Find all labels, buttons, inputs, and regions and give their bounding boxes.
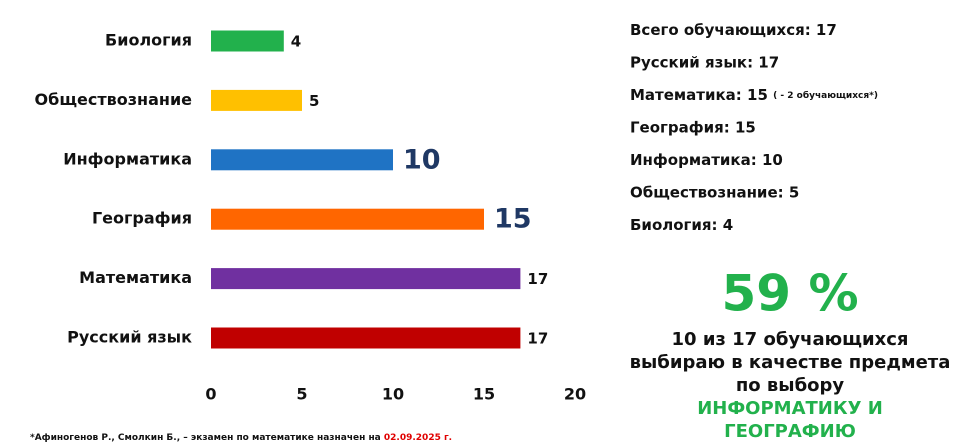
x-tick-label: 10 (382, 385, 404, 404)
conclusion-line: выбираю в качестве предмета (630, 352, 951, 373)
summary-text: Русский язык: 17 (630, 53, 779, 71)
summary-line: География: 15 (630, 118, 756, 136)
summary-text: Математика: 15 (630, 86, 768, 104)
category-label: География (92, 209, 192, 228)
category-label: Биология (105, 31, 192, 50)
bar (211, 208, 484, 230)
conclusion-line: 10 из 17 обучающихся (672, 329, 909, 350)
conclusion-line: по выбору (736, 375, 845, 396)
summary-text: Всего обучающихся: 17 (630, 21, 837, 39)
category-label: Математика (79, 268, 192, 287)
footnote-date: 02.09.2025 г. (384, 433, 452, 443)
bar (211, 268, 521, 290)
value-label: 17 (527, 330, 548, 348)
x-tick-label: 15 (473, 385, 495, 404)
value-label: 17 (527, 270, 548, 288)
summary-text: Информатика: 10 (630, 151, 783, 169)
value-label: 4 (291, 33, 301, 51)
category-label: Информатика (63, 149, 192, 168)
bar (211, 327, 521, 349)
value-label: 10 (403, 144, 441, 175)
footnote-text: *Афиногенов Р., Смолкин Б., – экзамен по… (30, 433, 384, 443)
bar (211, 89, 302, 111)
category-label: Русский язык (67, 328, 192, 347)
footnote: *Афиногенов Р., Смолкин Б., – экзамен по… (30, 433, 452, 443)
bar (211, 30, 284, 52)
summary-line: Информатика: 10 (630, 151, 783, 169)
x-tick-label: 5 (296, 385, 307, 404)
value-label: 15 (494, 204, 532, 235)
summary-text: География: 15 (630, 118, 756, 136)
summary-text: Обществознание: 5 (630, 183, 799, 201)
highlight-line: ГЕОГРАФИЮ (724, 421, 856, 442)
summary-line: Математика: 15 ( - 2 обучающихся*) (630, 86, 878, 104)
math-note: ( - 2 обучающихся*) (773, 90, 878, 101)
highlight-line: ИНФОРМАТИКУ И (697, 398, 883, 419)
summary-line: Всего обучающихся: 17 (630, 21, 837, 39)
x-tick-label: 0 (205, 385, 216, 404)
value-label: 5 (309, 92, 319, 110)
category-label: Обществознание (35, 90, 193, 109)
bar (211, 149, 393, 171)
summary-line: Русский язык: 17 (630, 53, 779, 71)
side-panel: Всего обучающихся: 17 Русский язык: 17 Мат… (630, 21, 878, 234)
summary-text: Биология: 4 (630, 216, 733, 234)
summary-line: Биология: 4 (630, 216, 733, 234)
percent: 59 % (721, 265, 858, 323)
x-tick-label: 20 (564, 385, 586, 404)
summary-line: Обществознание: 5 (630, 183, 799, 201)
